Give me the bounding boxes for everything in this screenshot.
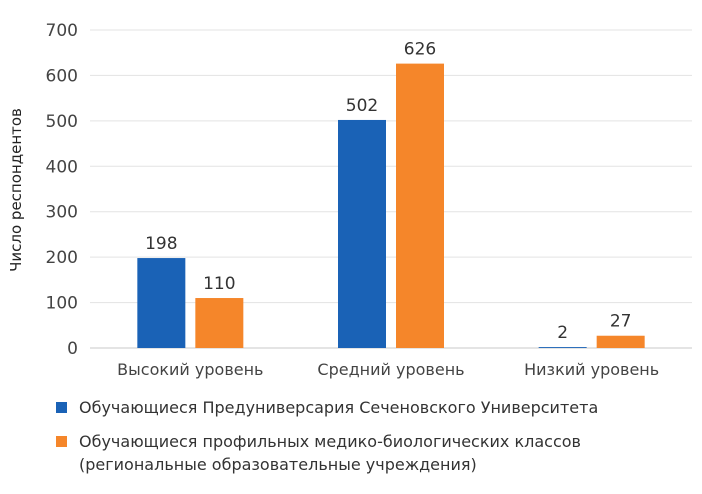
- data-label-series-2-cat-2: 626: [404, 40, 436, 60]
- y-tick-label-700: 700: [46, 21, 78, 41]
- gridlines: [90, 29, 692, 349]
- y-tick-label-300: 300: [46, 203, 78, 223]
- data-label-series-2-cat-1: 110: [203, 274, 235, 294]
- legend: Обучающиеся Предуниверсария Сеченовского…: [56, 396, 598, 487]
- bar-chart: 0 100 200 300 400 500 600 700 198 110 502 626 2 27 В…: [7, 21, 692, 379]
- y-tick-label-200: 200: [46, 248, 78, 268]
- bar-series-2-cat-3: [596, 335, 645, 348]
- y-tick-label-500: 500: [46, 112, 78, 132]
- bar-series-1-cat-1: [137, 258, 186, 348]
- x-category-label-3: Низкий уровень: [524, 360, 659, 379]
- y-tick-label-100: 100: [46, 294, 78, 314]
- data-label-series-2-cat-3: 27: [610, 312, 632, 332]
- legend-swatch-series-1: [56, 402, 67, 413]
- data-label-series-1-cat-3: 2: [557, 323, 568, 343]
- x-axis-categories: Высокий уровень Средний уровень Низкий уро…: [117, 360, 659, 379]
- bar-series-1-cat-3: [538, 347, 587, 348]
- bars: [137, 63, 645, 349]
- legend-label-series-2: Обучающиеся профильных медико-биологичес…: [79, 432, 581, 474]
- bar-series-2-cat-1: [195, 298, 244, 348]
- y-tick-label-0: 0: [67, 339, 78, 359]
- y-tick-label-400: 400: [46, 157, 78, 177]
- bar-series-2-cat-2: [396, 63, 444, 349]
- legend-item-series-1: Обучающиеся Предуниверсария Сеченовского…: [56, 396, 598, 419]
- legend-item-series-2: Обучающиеся профильных медико-биологичес…: [56, 430, 598, 476]
- legend-label-series-1: Обучающиеся Предуниверсария Сеченовского…: [79, 398, 599, 417]
- data-label-series-1-cat-2: 502: [346, 96, 378, 116]
- y-axis-label: Число респондентов: [7, 108, 25, 272]
- y-tick-label-600: 600: [46, 66, 78, 86]
- y-axis-ticks: 0 100 200 300 400 500 600 700: [46, 21, 78, 359]
- data-labels: 198 110 502 626 2 27: [145, 40, 631, 343]
- legend-swatch-series-2: [56, 436, 67, 447]
- data-label-series-1-cat-1: 198: [145, 234, 177, 254]
- x-category-label-1: Высокий уровень: [117, 360, 263, 379]
- x-category-label-2: Средний уровень: [317, 360, 464, 379]
- bar-series-1-cat-2: [338, 119, 386, 348]
